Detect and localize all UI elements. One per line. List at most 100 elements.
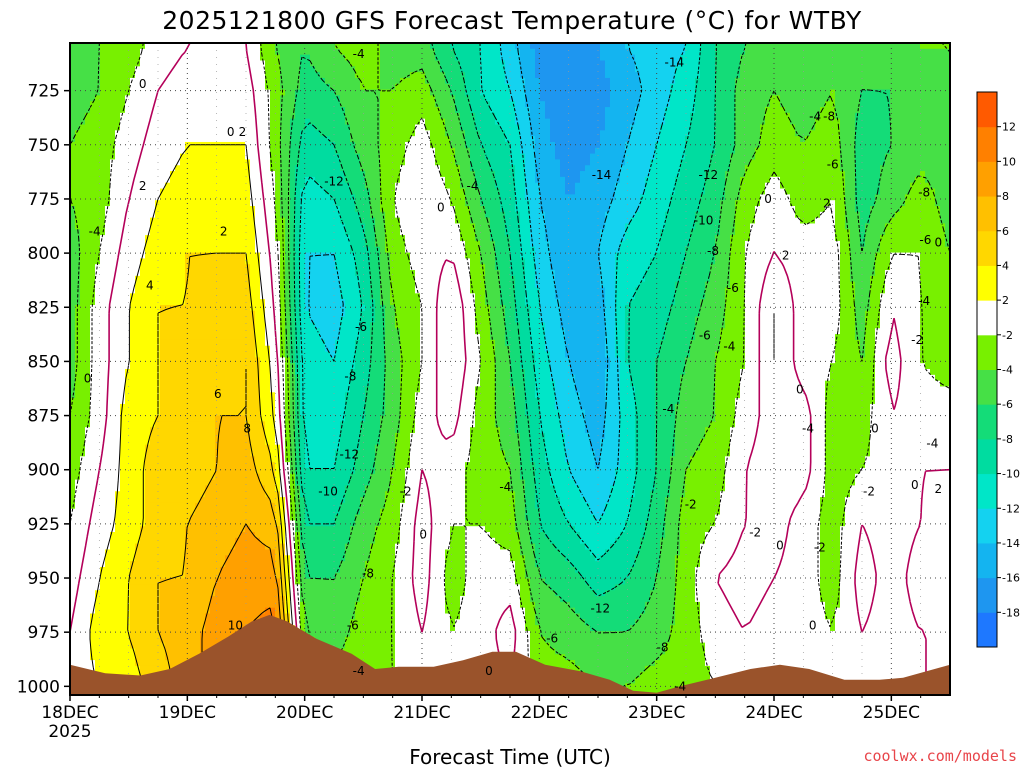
temperature-cell xyxy=(210,246,216,254)
temperature-cell xyxy=(195,60,201,67)
temperature-cell xyxy=(170,328,176,335)
temperature-cell xyxy=(240,223,246,230)
temperature-cell xyxy=(255,433,261,440)
temperature-cell xyxy=(135,141,141,149)
temperature-cell xyxy=(200,252,206,259)
temperature-cell xyxy=(235,421,241,428)
temperature-cell xyxy=(100,456,106,463)
temperature-cell xyxy=(95,555,101,562)
temperature-cell xyxy=(250,532,256,539)
temperature-cell xyxy=(130,339,136,347)
temperature-cell xyxy=(290,328,296,335)
temperature-cell xyxy=(235,444,241,452)
temperature-cell xyxy=(190,124,196,131)
temperature-cell xyxy=(85,421,91,428)
temperature-cell xyxy=(105,43,111,50)
temperature-cell xyxy=(275,427,281,434)
temperature-cell xyxy=(110,182,116,190)
temperature-cell xyxy=(95,392,101,399)
temperature-cell xyxy=(155,508,161,516)
temperature-cell xyxy=(175,66,181,73)
temperature-cell xyxy=(150,235,156,242)
temperature-cell xyxy=(280,532,286,539)
temperature-cell xyxy=(130,607,136,615)
temperature-cell xyxy=(100,537,106,545)
temperature-cell xyxy=(275,147,281,155)
temperature-cell xyxy=(285,532,291,539)
temperature-cell xyxy=(270,334,276,341)
temperature-cell xyxy=(125,526,131,533)
temperature-cell xyxy=(130,130,136,137)
temperature-cell xyxy=(100,176,106,184)
temperature-cell xyxy=(100,328,106,335)
temperature-cell xyxy=(200,339,206,347)
temperature-cell xyxy=(95,561,101,568)
temperature-cell xyxy=(195,543,201,551)
temperature-cell xyxy=(165,153,171,161)
temperature-cell xyxy=(285,328,291,335)
temperature-cell xyxy=(80,479,86,487)
temperature-cell xyxy=(130,43,136,50)
temperature-cell xyxy=(175,450,181,457)
temperature-cell xyxy=(140,153,146,161)
temperature-cell xyxy=(245,532,251,539)
temperature-cell xyxy=(270,252,276,259)
temperature-cell xyxy=(280,584,286,591)
temperature-cell xyxy=(135,194,141,201)
temperature-cell xyxy=(205,444,211,452)
temperature-cell xyxy=(115,136,121,143)
temperature-cell xyxy=(240,270,246,277)
temperature-cell xyxy=(250,467,256,475)
temperature-cell xyxy=(120,409,126,417)
temperature-cell xyxy=(85,43,91,50)
temperature-cell xyxy=(245,584,251,591)
temperature-cell xyxy=(120,444,126,452)
temperature-cell xyxy=(130,415,136,422)
temperature-cell xyxy=(220,473,226,481)
temperature-cell xyxy=(260,270,266,277)
temperature-cell xyxy=(90,48,96,56)
temperature-cell xyxy=(130,654,136,661)
temperature-cell xyxy=(220,479,226,487)
temperature-cell xyxy=(220,543,226,551)
temperature-cell xyxy=(265,200,271,207)
temperature-cell xyxy=(160,345,166,353)
temperature-cell xyxy=(135,555,141,562)
temperature-cell xyxy=(75,607,81,615)
temperature-cell xyxy=(160,101,166,108)
temperature-cell xyxy=(135,392,141,399)
temperature-cell xyxy=(100,572,106,580)
temperature-cell xyxy=(160,450,166,457)
temperature-cell xyxy=(150,601,156,609)
temperature-cell xyxy=(70,252,76,259)
temperature-cell xyxy=(240,403,246,411)
temperature-cell xyxy=(115,101,121,108)
temperature-cell xyxy=(175,421,181,428)
temperature-cell xyxy=(135,357,141,364)
temperature-cell xyxy=(235,572,241,580)
temperature-cell xyxy=(165,415,171,422)
temperature-cell xyxy=(85,171,91,178)
temperature-cell xyxy=(170,433,176,440)
temperature-cell xyxy=(240,95,246,102)
temperature-cell xyxy=(235,112,241,120)
temperature-cell xyxy=(90,596,96,603)
temperature-cell xyxy=(195,188,201,195)
temperature-cell xyxy=(90,497,96,504)
temperature-cell xyxy=(100,596,106,603)
temperature-cell xyxy=(265,403,271,411)
temperature-cell xyxy=(165,642,171,650)
temperature-cell xyxy=(125,572,131,580)
temperature-cell xyxy=(225,299,231,306)
temperature-cell xyxy=(250,112,256,120)
temperature-cell xyxy=(165,83,171,91)
temperature-cell xyxy=(200,66,206,73)
temperature-cell xyxy=(100,421,106,428)
temperature-cell xyxy=(250,223,256,230)
temperature-cell xyxy=(255,107,261,114)
temperature-cell xyxy=(290,223,296,230)
temperature-cell xyxy=(85,246,91,254)
temperature-cell xyxy=(150,206,156,213)
temperature-cell xyxy=(240,310,246,318)
temperature-cell xyxy=(140,136,146,143)
